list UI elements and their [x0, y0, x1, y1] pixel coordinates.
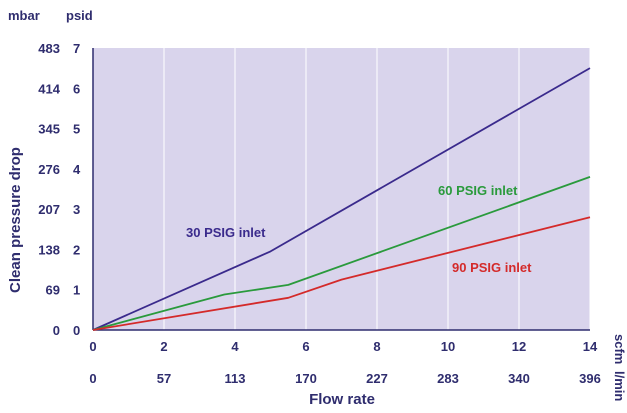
x-tick-lmin: 396 — [579, 371, 601, 386]
chart-labels: mbar psid Clean pressure drop Flow rate scfm… — [7, 8, 627, 408]
x-tick-lmin: 113 — [225, 371, 246, 386]
y-tick-mbar: 138 — [38, 242, 60, 257]
y-tick-psid: 6 — [73, 81, 80, 96]
y-tick-mbar: 345 — [38, 122, 60, 137]
x-tick-scfm: 4 — [231, 339, 239, 354]
series-label-3: 90 PSIG inlet — [452, 260, 532, 275]
x-unit-lmin: l/min — [612, 371, 627, 401]
x-tick-lmin: 0 — [89, 371, 96, 386]
series-line-1 — [92, 67, 591, 331]
x-tick-scfm: 6 — [302, 339, 309, 354]
x-tick-scfm: 2 — [160, 339, 167, 354]
x-tick-lmin: 57 — [157, 371, 171, 386]
y-tick-psid: 1 — [73, 283, 80, 298]
y-unit-mbar: mbar — [8, 8, 40, 23]
y-tick-mbar: 69 — [46, 283, 60, 298]
y-tick-psid: 2 — [73, 242, 80, 257]
x-tick-scfm: 10 — [441, 339, 455, 354]
plot-area — [93, 48, 590, 330]
x-tick-lmin: 340 — [508, 371, 530, 386]
series-layer — [92, 67, 591, 331]
y-tick-psid: 4 — [73, 162, 81, 177]
x-tick-lmin: 283 — [437, 371, 459, 386]
y-tick-mbar: 207 — [38, 202, 60, 217]
x-tick-scfm: 12 — [512, 339, 526, 354]
series-line-3 — [92, 216, 591, 331]
y-tick-mbar: 0 — [53, 323, 60, 338]
x-tick-lmin: 227 — [366, 371, 388, 386]
y-tick-mbar: 483 — [38, 41, 60, 56]
x-tick-scfm: 14 — [583, 339, 598, 354]
x-tick-scfm: 0 — [89, 339, 96, 354]
series-line-2 — [92, 176, 591, 331]
y-tick-psid: 3 — [73, 202, 80, 217]
y-tick-psid: 5 — [73, 122, 80, 137]
x-axis-title: Flow rate — [309, 391, 375, 408]
x-tick-scfm: 8 — [373, 339, 380, 354]
series-label-1: 30 PSIG inlet — [186, 225, 266, 240]
y-unit-psid: psid — [66, 8, 93, 23]
y-tick-mbar: 276 — [38, 162, 60, 177]
x-unit-scfm: scfm — [612, 334, 627, 364]
y-tick-psid: 0 — [73, 323, 80, 338]
y-tick-mbar: 414 — [38, 81, 60, 96]
y-tick-psid: 7 — [73, 41, 80, 56]
series-label-2: 60 PSIG inlet — [438, 183, 518, 198]
axes — [92, 48, 590, 331]
y-axis-title: Clean pressure drop — [7, 147, 24, 293]
x-tick-lmin: 170 — [295, 371, 317, 386]
